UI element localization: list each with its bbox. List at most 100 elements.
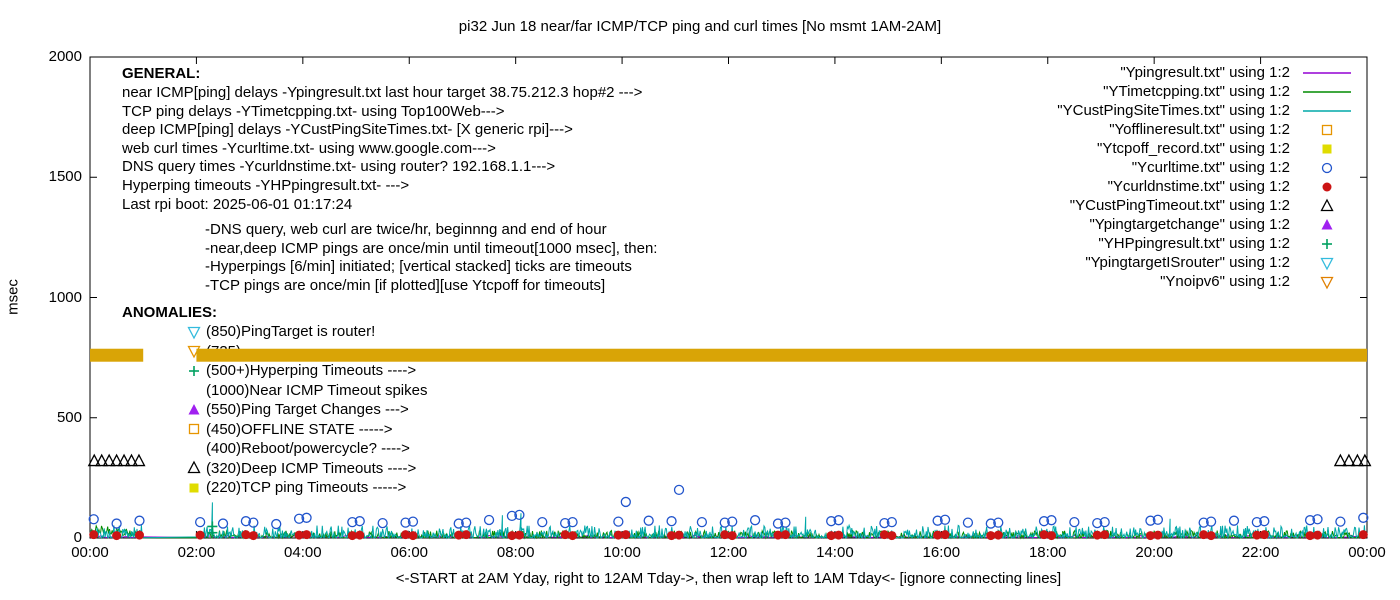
legend-item: "YCustPingSiteTimes.txt" using 1:2 (1057, 101, 1356, 120)
square-open-icon (186, 421, 206, 438)
x-tick-label: 00:00 (71, 544, 109, 561)
square-filled-icon (186, 479, 206, 496)
triangle-down-open-icon (186, 323, 206, 340)
plus-icon (186, 362, 206, 379)
triangle-down-open-icon (1298, 254, 1356, 271)
x-tick-label: 22:00 (1241, 544, 1280, 561)
y-tick-label: 0 (73, 529, 82, 546)
line-icon (1298, 102, 1356, 119)
general-line: -near,deep ICMP pings are once/min until… (205, 239, 658, 257)
legend-label: "Ypingtargetchange" using 1:2 (1089, 216, 1290, 233)
legend-label: "YpingtargetISrouter" using 1:2 (1085, 254, 1290, 271)
legend-item: "YTimetcpping.txt" using 1:2 (1057, 82, 1356, 101)
legend-label: "YTimetcpping.txt" using 1:2 (1103, 83, 1290, 100)
legend-item: "Ytcpoff_record.txt" using 1:2 (1057, 139, 1356, 158)
circle-filled-icon (1298, 178, 1356, 195)
x-tick-label: 12:00 (709, 544, 748, 561)
anomaly-item: (1000)Near ICMP Timeout spikes (186, 381, 427, 401)
legend-item: "Ypingtargetchange" using 1:2 (1057, 215, 1356, 234)
anomaly-text: (550)Ping Target Changes ---> (206, 401, 409, 419)
general-line: -TCP pings are once/min [if plotted][use… (205, 276, 606, 294)
anomaly-text: (500+)Hyperping Timeouts ----> (206, 362, 417, 380)
triangle-filled-icon (1298, 216, 1356, 233)
x-tick-label: 06:00 (390, 544, 429, 561)
x-tick-label: 08:00 (496, 544, 535, 561)
anomalies-heading: ANOMALIES: (122, 304, 217, 321)
marker-spacer (186, 382, 206, 399)
general-lines: near ICMP[ping] delays -Ypingresult.txt … (122, 84, 657, 296)
general-line: TCP ping delays -YTimetcpping.txt- using… (122, 102, 505, 120)
general-line: Hyperping timeouts -YHPpingresult.txt- -… (122, 176, 410, 194)
legend-label: "Yofflineresult.txt" using 1:2 (1109, 121, 1290, 138)
legend-label: "Ycurldnstime.txt" using 1:2 (1107, 178, 1290, 195)
legend-item: "YCustPingTimeout.txt" using 1:2 (1057, 196, 1356, 215)
anomaly-item: (320)Deep ICMP Timeouts ----> (186, 459, 427, 479)
legend-item: "Ypingresult.txt" using 1:2 (1057, 63, 1356, 82)
anomaly-text: (850)PingTarget is router! (206, 323, 376, 341)
square-filled-icon (1298, 140, 1356, 157)
x-tick-label: 02:00 (177, 544, 216, 561)
anomaly-item: (450)OFFLINE STATE -----> (186, 420, 427, 440)
x-tick-label: 00:00 (1348, 544, 1386, 561)
legend-label: "Ypingresult.txt" using 1:2 (1120, 64, 1290, 81)
legend-label: "Ycurltime.txt" using 1:2 (1131, 159, 1290, 176)
triangle-down-open-icon (186, 343, 206, 360)
general-line: -Hyperpings [6/min] initiated; [vertical… (205, 258, 632, 276)
anomaly-item: (400)Reboot/powercycle? ----> (186, 439, 427, 459)
anomaly-text: (450)OFFLINE STATE -----> (206, 420, 393, 438)
anomaly-item: (735) (186, 342, 427, 362)
x-tick-label: 18:00 (1028, 544, 1067, 561)
anomaly-text: (1000)Near ICMP Timeout spikes (206, 381, 428, 399)
legend-label: "Ynoipv6" using 1:2 (1160, 273, 1290, 290)
x-axis-note: <-START at 2AM Yday, right to 12AM Tday-… (395, 570, 1062, 587)
legend-label: "YCustPingSiteTimes.txt" using 1:2 (1057, 102, 1290, 119)
square-open-icon (1298, 121, 1356, 138)
anomaly-item: (500+)Hyperping Timeouts ----> (186, 361, 427, 381)
y-tick-label: 2000 (48, 48, 82, 65)
legend: "Ypingresult.txt" using 1:2 "YTimetcpping… (1057, 63, 1356, 291)
legend-item: "YHPpingresult.txt" using 1:2 (1057, 234, 1356, 253)
triangle-down-open-icon (1298, 273, 1356, 290)
anomaly-items: (850)PingTarget is router! (735) (500+)Hyp… (122, 322, 427, 498)
circle-open-icon (1298, 159, 1356, 176)
general-line: -DNS query, web curl are twice/hr, begin… (205, 221, 607, 239)
x-tick-label: 04:00 (284, 544, 322, 561)
legend-item: "Ynoipv6" using 1:2 (1057, 272, 1356, 291)
general-line: DNS query times -Ycurldnstime.txt- using… (122, 158, 556, 176)
y-axis-label: msec (4, 279, 22, 315)
anomaly-item: (850)PingTarget is router! (186, 322, 427, 342)
chart-title: pi32 Jun 18 near/far ICMP/TCP ping and c… (458, 18, 942, 35)
marker-spacer (186, 440, 206, 457)
line-icon (1298, 64, 1356, 81)
legend-item: "Ycurltime.txt" using 1:2 (1057, 158, 1356, 177)
triangle-open-icon (1298, 197, 1356, 214)
legend-item: "Yofflineresult.txt" using 1:2 (1057, 120, 1356, 139)
x-tick-label: 10:00 (603, 544, 641, 561)
legend-item: "YpingtargetISrouter" using 1:2 (1057, 253, 1356, 272)
y-tick-label: 1000 (48, 288, 82, 306)
general-line: web curl times -Ycurltime.txt- using www… (122, 139, 496, 157)
legend-item: "Ycurldnstime.txt" using 1:2 (1057, 177, 1356, 196)
x-tick-label: 20:00 (1135, 544, 1173, 561)
anomaly-text: (400)Reboot/powercycle? ----> (206, 440, 410, 458)
y-tick-label: 1500 (48, 168, 82, 186)
x-tick-label: 14:00 (816, 544, 854, 561)
legend-label: "Ytcpoff_record.txt" using 1:2 (1097, 140, 1290, 157)
legend-label: "YCustPingTimeout.txt" using 1:2 (1069, 197, 1290, 214)
anomaly-item: (220)TCP ping Timeouts -----> (186, 478, 427, 498)
general-heading: GENERAL: (122, 65, 201, 82)
general-line: deep ICMP[ping] delays -YCustPingSiteTim… (122, 121, 573, 139)
general-annotations: GENERAL: near ICMP[ping] delays -Ypingre… (122, 64, 657, 296)
x-tick-label: 16:00 (922, 544, 961, 561)
legend-label: "YHPpingresult.txt" using 1:2 (1098, 235, 1290, 252)
anomaly-text: (220)TCP ping Timeouts -----> (206, 479, 407, 497)
triangle-open-icon (186, 460, 206, 477)
triangle-filled-icon (186, 401, 206, 418)
anomaly-text: (735) (206, 342, 242, 360)
line-icon (1298, 83, 1356, 100)
y-tick-label: 500 (56, 408, 82, 426)
anomaly-text: (320)Deep ICMP Timeouts ----> (206, 459, 417, 477)
anomaly-item: (550)Ping Target Changes ---> (186, 400, 427, 420)
general-line: near ICMP[ping] delays -Ypingresult.txt … (122, 84, 643, 101)
anomaly-annotations: ANOMALIES: (850)PingTarget is router! (73… (122, 303, 427, 498)
